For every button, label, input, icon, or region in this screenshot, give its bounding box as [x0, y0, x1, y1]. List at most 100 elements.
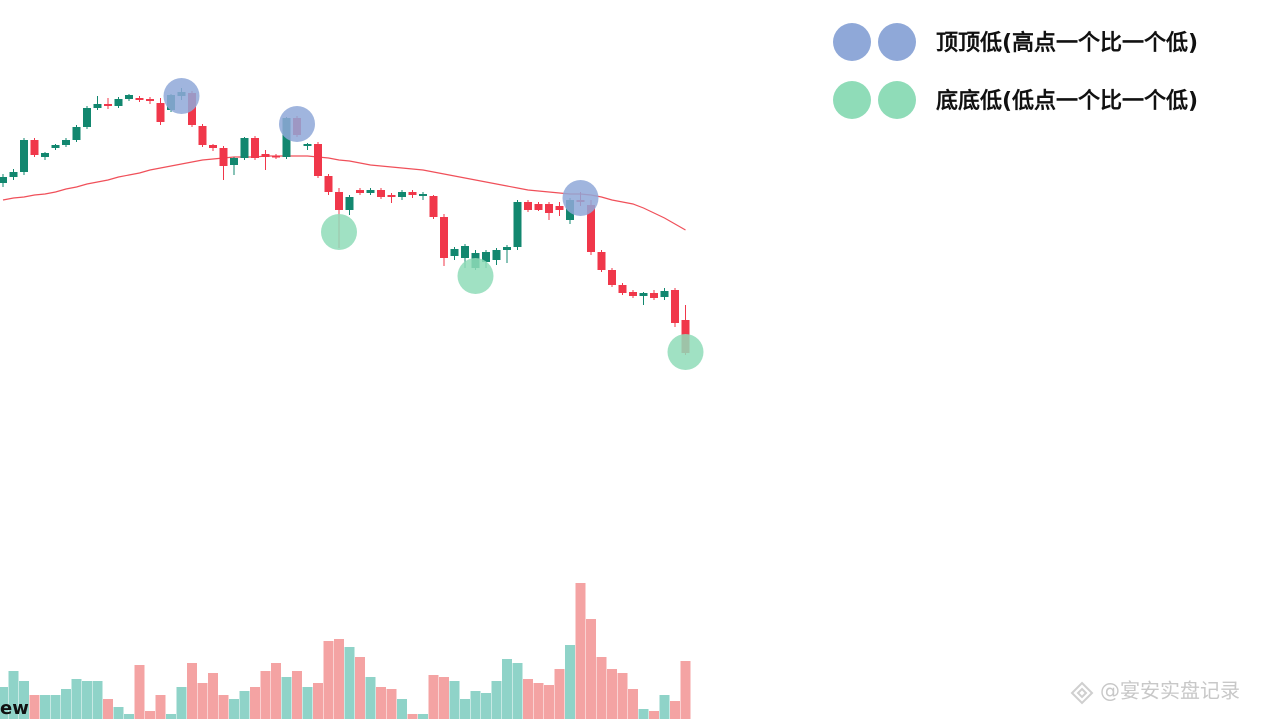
volume-bar	[218, 695, 229, 719]
candle-body	[450, 249, 459, 256]
volume-bar	[596, 657, 607, 719]
candle-body	[345, 197, 354, 210]
volume-bar	[659, 695, 670, 719]
candle-body	[534, 204, 543, 210]
volume-bar	[113, 707, 124, 719]
candle-body	[650, 293, 658, 298]
volume-bar	[145, 711, 155, 719]
volume-bar	[187, 663, 197, 719]
plot: 顶顶低(高点一个比一个低) 底底低(低点一个比一个低)	[0, 23, 1198, 719]
legend-swatch	[833, 23, 871, 61]
candle-body	[555, 206, 564, 210]
volume-bar	[617, 673, 628, 719]
candle-body	[513, 202, 522, 247]
volume-bar	[334, 639, 344, 719]
volume-bar	[554, 669, 565, 719]
candle-body	[461, 246, 469, 258]
candle-body	[240, 138, 249, 158]
volume-bar	[103, 699, 113, 719]
candle-body	[660, 291, 669, 297]
volume-bar	[460, 699, 470, 719]
volume-bar	[407, 714, 418, 719]
volume-bar	[491, 681, 502, 719]
candle-body	[146, 99, 154, 101]
volume-bar	[512, 663, 523, 719]
candle-body	[51, 145, 60, 148]
candle-body	[482, 252, 490, 262]
volume-bar	[155, 695, 166, 719]
volume-bar	[61, 689, 71, 719]
volume-bar	[565, 645, 575, 719]
candle-body	[125, 95, 133, 99]
candle-body	[335, 192, 343, 210]
candle-body	[93, 104, 102, 108]
volume-bar	[365, 677, 376, 719]
volume-bar	[313, 683, 323, 719]
volume-bar	[439, 677, 449, 719]
volume-bar	[533, 683, 544, 719]
watermark-icon	[1070, 681, 1094, 705]
candle-body	[608, 270, 616, 285]
candle-body	[20, 140, 28, 172]
volume-bar	[29, 695, 40, 719]
marker-circle	[163, 78, 200, 114]
candle-body	[429, 196, 438, 217]
logo-fragment: ew	[0, 698, 29, 719]
candle-body	[0, 177, 7, 183]
candle-body	[366, 190, 375, 193]
candle-body	[492, 250, 501, 260]
volume-bar	[607, 669, 617, 719]
volume-bar	[134, 665, 145, 719]
candle-body	[62, 140, 70, 145]
candle-body	[30, 140, 39, 155]
volume-bar	[680, 661, 691, 719]
legend-swatch	[878, 23, 916, 61]
volume-bar	[302, 687, 313, 719]
volume-bar	[575, 583, 586, 719]
candle-body	[251, 138, 259, 158]
candle-body	[398, 192, 406, 197]
candle-body	[314, 144, 322, 176]
volume-bar	[239, 691, 250, 719]
volume-bar	[344, 647, 355, 719]
volume-bar	[586, 619, 596, 719]
volume-bar	[8, 671, 19, 719]
volume-bar	[71, 679, 82, 719]
volume-bar	[470, 691, 481, 719]
candle-body	[72, 127, 81, 140]
marker-circle	[457, 258, 494, 294]
volume-bar	[82, 681, 92, 719]
volume-bar	[502, 659, 512, 719]
volume-bar	[208, 673, 218, 719]
volume-bar	[544, 685, 554, 719]
marker-circle	[321, 214, 357, 250]
candle-body	[219, 148, 228, 166]
volume-bar	[428, 675, 439, 719]
volume-bar	[40, 695, 50, 719]
candle-body	[41, 153, 49, 157]
volume-bar	[166, 714, 176, 719]
volume-bar	[449, 681, 460, 719]
candle-body	[104, 104, 112, 106]
candle-body	[156, 103, 165, 122]
volume-bar	[481, 693, 491, 719]
candle-body	[114, 99, 123, 106]
volume-bar	[250, 687, 260, 719]
volume-bar	[260, 671, 271, 719]
marker-circle	[562, 180, 599, 216]
watermark: @宴安实盘记录	[1100, 679, 1240, 703]
volume-bar	[670, 701, 680, 719]
candle-body	[230, 158, 238, 165]
volume-bar	[523, 679, 533, 719]
volume-bar	[323, 641, 334, 719]
volume-bar	[281, 677, 292, 719]
candle-body	[135, 98, 144, 100]
volume-bar	[649, 711, 659, 719]
candle-body	[524, 202, 532, 210]
volume-bar	[376, 687, 386, 719]
volume-bar	[229, 699, 239, 719]
marker-circle	[667, 334, 704, 370]
candle-body	[440, 217, 448, 258]
volume-bar	[386, 689, 397, 719]
